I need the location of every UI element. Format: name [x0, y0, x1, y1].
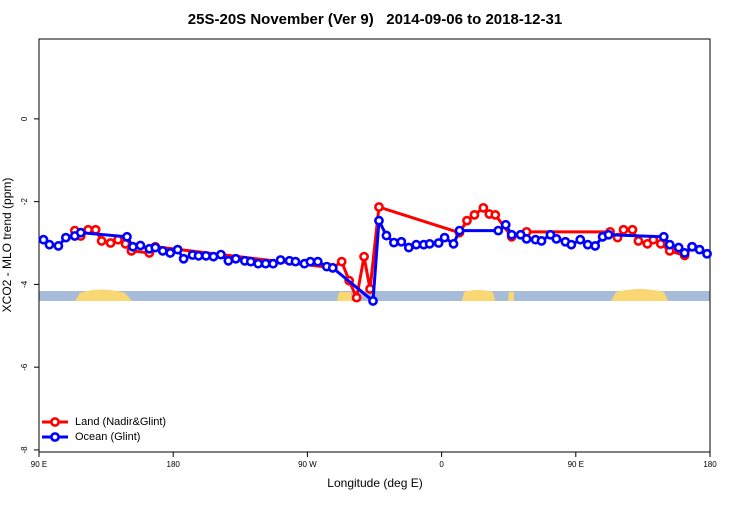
- data-point: [201, 250, 211, 261]
- data-point: [53, 241, 64, 251]
- y-tick-label: -8: [20, 446, 29, 454]
- data-point: [135, 240, 146, 251]
- data-point: [381, 230, 392, 241]
- data-point: [521, 233, 532, 244]
- data-point: [478, 202, 489, 213]
- land-band: [462, 290, 495, 301]
- data-point: [673, 242, 684, 253]
- data-point: [411, 239, 422, 250]
- data-point: [44, 239, 55, 250]
- data-point: [374, 215, 384, 226]
- data-point: [694, 244, 705, 255]
- data-point: [454, 225, 465, 236]
- y-tick-label: 0: [20, 116, 29, 121]
- data-point: [506, 229, 517, 240]
- plot-frame: [38, 38, 711, 453]
- data-point: [38, 234, 49, 245]
- data-point: [253, 258, 264, 269]
- data-point: [536, 236, 547, 246]
- data-point: [439, 232, 450, 243]
- data-point: [96, 236, 107, 246]
- data-point: [223, 255, 234, 266]
- x-tick-label: 180: [703, 460, 717, 469]
- legend-marker: [50, 417, 60, 427]
- data-point: [128, 241, 138, 252]
- data-point: [396, 236, 407, 247]
- data-point: [208, 251, 219, 262]
- land-band: [611, 289, 668, 301]
- data-point: [500, 219, 511, 230]
- x-tick-label: 0: [439, 460, 444, 469]
- data-point: [490, 209, 501, 220]
- data-point: [359, 251, 369, 262]
- data-point: [260, 258, 271, 269]
- data-point: [75, 227, 86, 238]
- data-point: [388, 237, 399, 248]
- data-point: [312, 256, 323, 267]
- data-point: [702, 248, 712, 259]
- data-point: [165, 248, 176, 258]
- data-point: [193, 250, 204, 261]
- y-tick-label: -2: [20, 198, 29, 206]
- x-tick-label: 90 E: [568, 460, 584, 469]
- data-point: [216, 249, 226, 260]
- data-point: [627, 224, 638, 235]
- data-point: [603, 229, 614, 240]
- data-point: [172, 244, 183, 255]
- x-tick-label: 180: [167, 460, 181, 469]
- data-point: [633, 236, 644, 246]
- data-point: [618, 224, 629, 235]
- data-point: [268, 258, 279, 269]
- y-axis-title: XCO2 - MLO trend (ppm): [0, 178, 14, 313]
- data-point: [448, 238, 459, 249]
- data-point: [351, 292, 362, 303]
- x-axis-title: Longitude (deg E): [327, 476, 422, 490]
- chart-title: 25S-20S November (Ver 9) 2014-09-06 to 2…: [188, 11, 562, 28]
- data-point: [122, 231, 132, 242]
- data-point: [327, 262, 338, 273]
- data-point: [178, 253, 189, 264]
- data-point: [679, 248, 690, 258]
- legend-label: Land (Nadir&Glint): [75, 416, 166, 428]
- data-point: [582, 239, 593, 250]
- data-point: [275, 255, 286, 265]
- y-tick-label: -4: [20, 280, 29, 288]
- data-point: [374, 202, 384, 212]
- legend-label: Ocean (Glint): [75, 431, 140, 443]
- data-point: [493, 225, 504, 236]
- data-point: [368, 296, 378, 306]
- land-band: [75, 289, 132, 301]
- data-point: [230, 253, 241, 264]
- land-band: [508, 292, 514, 301]
- data-point: [590, 241, 601, 251]
- data-point: [150, 242, 161, 253]
- data-point: [566, 239, 577, 250]
- x-tick-label: 90 E: [31, 460, 47, 469]
- data-point: [575, 234, 586, 245]
- data-point: [245, 256, 256, 267]
- data-point: [60, 232, 71, 243]
- data-point: [305, 256, 316, 267]
- data-point: [424, 238, 435, 249]
- data-point: [687, 241, 698, 252]
- data-point: [105, 238, 116, 248]
- data-point: [157, 245, 168, 256]
- data-point: [433, 238, 444, 248]
- data-point: [336, 256, 347, 267]
- data-point: [664, 239, 675, 250]
- land-band: [337, 292, 352, 301]
- legend-marker: [50, 432, 60, 442]
- data-point: [290, 256, 301, 267]
- data-point: [551, 233, 562, 244]
- data-point: [462, 215, 472, 226]
- x-tick-label: 90 W: [298, 460, 317, 469]
- y-tick-label: -6: [20, 363, 29, 371]
- data-point: [658, 231, 669, 242]
- data-point: [469, 209, 480, 220]
- data-point: [403, 242, 414, 253]
